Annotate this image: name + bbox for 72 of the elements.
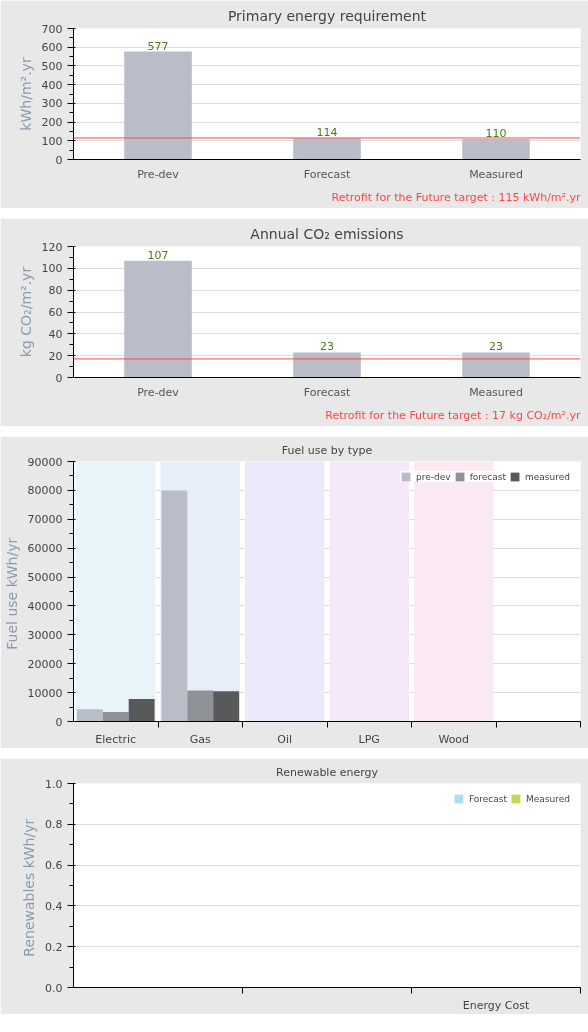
legend-label: measured — [525, 471, 570, 482]
y-tick-label: 0.8 — [45, 818, 63, 832]
y-tick-label: 40000 — [27, 599, 63, 613]
y-tick-label: 0.6 — [45, 859, 63, 873]
y-tick-label: 80 — [48, 284, 63, 298]
y-tick-label: 40 — [48, 327, 63, 341]
x-tick-label: Forecast — [303, 385, 351, 399]
x-tick-label: Measured — [469, 167, 523, 181]
y-tick-label: 20 — [48, 349, 63, 363]
y-tick-label: 70000 — [27, 513, 63, 527]
y-tick-label: 300 — [41, 97, 63, 111]
ref-line-label: Retrofit for the Future target : 17 kg CO₂/m².yr — [325, 408, 581, 422]
y-tick-label: 500 — [41, 59, 63, 73]
y-tick-label: 20000 — [27, 657, 63, 671]
data-label: 114 — [316, 126, 338, 140]
bar — [293, 138, 361, 160]
y-tick-label: 100 — [41, 134, 63, 148]
y-axis-title: Renewables kWh/yr — [21, 818, 38, 957]
x-tick-label: Oil — [277, 732, 293, 746]
data-label: 577 — [147, 39, 169, 53]
chart-title: Renewable energy — [275, 765, 379, 779]
y-tick-label: 100 — [41, 262, 63, 276]
data-label: 23 — [489, 340, 503, 354]
y-tick-label: 120 — [41, 240, 63, 254]
y-axis-title: kg CO₂/m².yr — [17, 266, 34, 358]
y-tick-label: 50000 — [27, 571, 63, 585]
y-tick-label: 0.4 — [45, 899, 63, 913]
bar — [187, 690, 214, 722]
x-tick-label: Measured — [469, 385, 523, 399]
bar — [124, 51, 192, 160]
y-tick-label: 0 — [55, 371, 63, 385]
bar — [128, 698, 155, 722]
y-tick-label: 80000 — [27, 484, 63, 498]
data-label: 107 — [147, 248, 169, 262]
legend-label: Measured — [526, 793, 570, 804]
ref-line-label: Retrofit for the Future target : 115 kWh/m².yr — [331, 190, 581, 204]
y-tick-label: 60 — [48, 306, 63, 319]
x-tick-label: Wood — [438, 732, 470, 746]
y-tick-label: 600 — [41, 41, 63, 55]
y-axis-title: kWh/m².yr — [17, 57, 34, 131]
chart-title: Annual CO₂ emissions — [250, 225, 404, 242]
x-tick-label: Pre-dev — [137, 167, 180, 181]
y-tick-label: 1.0 — [45, 777, 63, 791]
x-tick-label: Electric — [95, 732, 137, 746]
y-tick-label: 0.0 — [45, 981, 63, 995]
x-tick-label: Pre-dev — [137, 385, 180, 399]
bar — [102, 711, 129, 722]
y-tick-label: 400 — [41, 78, 63, 92]
bar — [462, 138, 530, 160]
data-label: 110 — [485, 126, 507, 140]
chart-title: Fuel use by type — [281, 443, 373, 457]
y-tick-label: 0.2 — [45, 940, 63, 954]
y-tick-label: 700 — [41, 22, 63, 36]
legend-label: Forecast — [468, 793, 508, 804]
legend-label: forecast — [469, 471, 507, 482]
y-tick-label: 0 — [55, 715, 63, 729]
y-tick-label: 10000 — [27, 686, 63, 700]
y-tick-label: 60000 — [27, 542, 63, 556]
x-tick-label: Energy Cost — [462, 998, 530, 1012]
x-tick-label: Forecast — [303, 167, 351, 181]
y-tick-label: 200 — [41, 116, 63, 130]
chart-title: Primary energy requirement — [227, 7, 427, 24]
x-tick-label: Gas — [189, 732, 212, 746]
bar — [76, 709, 103, 722]
y-tick-label: 0 — [55, 153, 63, 167]
data-label: 23 — [320, 340, 334, 354]
legend-label: pre-dev — [416, 471, 451, 482]
y-tick-label: 30000 — [27, 628, 63, 642]
bar — [213, 691, 240, 722]
y-tick-label: 90000 — [27, 455, 63, 469]
x-tick-label: LPG — [358, 732, 380, 746]
y-axis-title: Fuel use kWh/yr — [3, 537, 20, 650]
